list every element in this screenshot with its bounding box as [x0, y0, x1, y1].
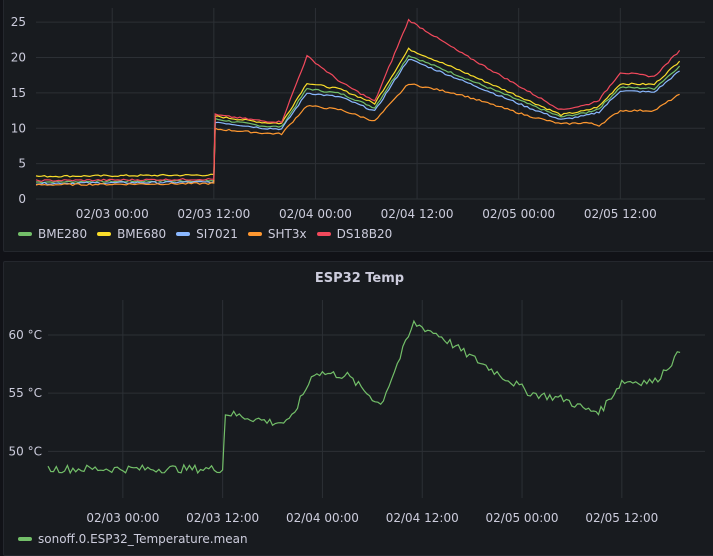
legend-swatch [316, 232, 331, 236]
x-tick-label: 02/03 12:00 [177, 207, 250, 221]
legend-item[interactable]: SI7021 [176, 227, 238, 241]
esp32-temp-panel: ESP32 Temp sonoff.0.ESP32_Temperature.me… [3, 261, 713, 556]
x-tick-label: 02/03 00:00 [86, 511, 159, 525]
legend-label: SI7021 [196, 227, 238, 241]
y-tick-label: 50 °C [9, 444, 42, 458]
legend: BME280 BME680 SI7021 SHT3x DS18B20 [18, 227, 392, 241]
y-tick-label: 60 °C [9, 328, 42, 342]
temperature-panel: BME280 BME680 SI7021 SHT3x DS18B20 [3, 0, 713, 252]
legend-item[interactable]: SHT3x [247, 227, 307, 241]
y-tick-label: 55 °C [9, 386, 42, 400]
legend-item[interactable]: sonoff.0.ESP32_Temperature.mean [18, 532, 248, 546]
legend-label: SHT3x [267, 227, 307, 241]
x-tick-label: 02/05 00:00 [482, 207, 555, 221]
series-line-sonoff-0-esp32-temperature-mean [47, 319, 681, 475]
y-tick-label: 10 [11, 121, 26, 135]
x-tick-label: 02/05 00:00 [486, 511, 559, 525]
y-tick-label: 5 [18, 157, 26, 171]
series-line-bme280 [35, 54, 681, 184]
legend-label: DS18B20 [336, 227, 393, 241]
x-tick-label: 02/04 00:00 [279, 207, 352, 221]
x-tick-label: 02/05 12:00 [584, 207, 657, 221]
panel-title: ESP32 Temp [314, 271, 405, 286]
legend-item[interactable]: DS18B20 [316, 227, 393, 241]
y-tick-label: 15 [11, 86, 26, 100]
y-tick-label: 0 [18, 192, 26, 206]
legend-swatch [18, 537, 32, 541]
x-tick-label: 02/04 00:00 [286, 511, 359, 525]
x-tick-label: 02/04 12:00 [381, 207, 454, 221]
y-tick-label: 25 [11, 15, 26, 29]
legend-swatch [176, 232, 191, 236]
series-line-si7021 [35, 58, 680, 185]
legend-label: BME680 [117, 227, 167, 241]
series-line-sht3x [35, 83, 680, 187]
legend-swatch [97, 232, 112, 236]
series-line-bme680 [35, 47, 681, 178]
legend-label: BME280 [38, 227, 88, 241]
x-tick-label: 02/03 00:00 [76, 207, 149, 221]
legend-item[interactable]: BME680 [97, 227, 166, 241]
series-line-ds18b20 [35, 18, 681, 183]
legend-item[interactable]: BME280 [18, 227, 87, 241]
legend-label: sonoff.0.ESP32_Temperature.mean [38, 532, 248, 546]
legend-swatch [18, 232, 32, 236]
legend: sonoff.0.ESP32_Temperature.mean [18, 532, 248, 546]
x-tick-label: 02/03 12:00 [186, 511, 259, 525]
legend-swatch [247, 232, 262, 236]
x-tick-label: 02/04 12:00 [386, 511, 459, 525]
x-tick-label: 02/05 12:00 [585, 511, 658, 525]
y-tick-label: 20 [11, 51, 26, 65]
